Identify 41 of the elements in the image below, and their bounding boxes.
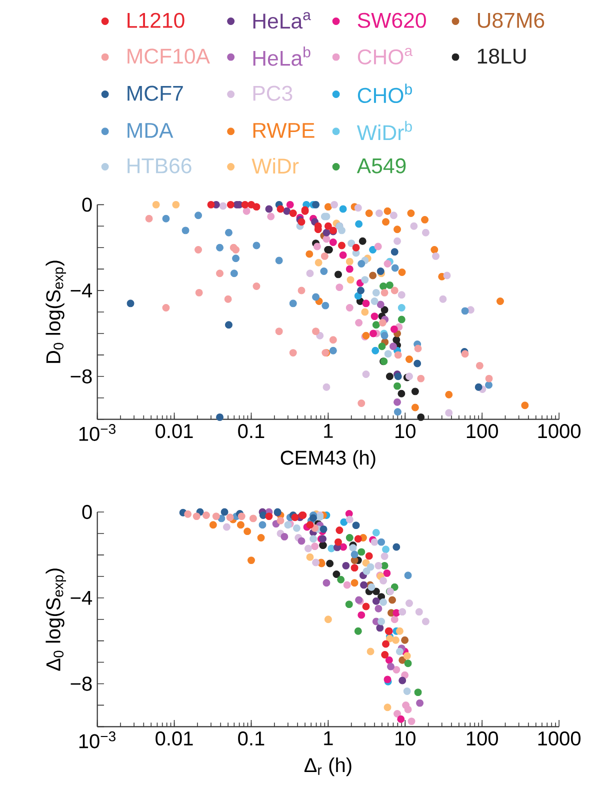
x-tick-label: 1 (324, 424, 333, 438)
legend-label: HeLa$^{b}$ (253, 46, 310, 66)
legend-label: CHO$^{a}$ (358, 48, 413, 64)
legend-label: WiDr (252, 158, 299, 174)
x-tick-label: 1 (324, 731, 333, 746)
legend-label: WiDr$^{b}$ (356, 120, 412, 140)
y-axis-title: D$_{0}$ log(S$_{exp}$) (46, 260, 66, 363)
x-tick-label: 10$^{−3}$ (79, 424, 116, 441)
legend-label: A549 (356, 158, 406, 174)
legend-label: 18LU (478, 48, 526, 64)
y-tick-label: −4 (70, 590, 92, 605)
y-axis-title: Δ$_{0}$ log(S$_{exp}$) (46, 568, 66, 671)
legend-label: HTB66 (128, 158, 192, 174)
x-tick-label: 10 (396, 731, 416, 746)
y-tick-label: −8 (70, 369, 92, 384)
x-tick-label: 0.01 (156, 424, 193, 438)
x-tick-label: 10 (396, 424, 416, 438)
legend-label: RWPE (253, 123, 314, 138)
x-tick-label: 1000 (538, 424, 581, 438)
x-axis-title: CEM43 (h) (280, 450, 376, 469)
x-tick-label: 10$^{−3}$ (79, 731, 116, 748)
x-tick-label: 0.1 (238, 424, 264, 438)
legend-label: MDA (128, 123, 174, 138)
y-tick-label: −8 (70, 676, 92, 691)
legend-label: U87M6 (478, 12, 544, 28)
legend-label: SW620 (358, 12, 426, 28)
x-tick-label: 1000 (538, 731, 581, 746)
legend-label: HeLa$^{a}$ (253, 12, 311, 29)
legend-label: PC3 (253, 86, 292, 101)
y-tick-label: 0 (82, 198, 92, 212)
x-tick-label: 100 (466, 731, 498, 746)
x-axis-title: Δ$_{r}$ (h) (304, 757, 352, 776)
y-tick-label: −4 (70, 284, 92, 298)
x-tick-label: 100 (466, 424, 498, 438)
x-tick-label: 0.01 (156, 731, 193, 746)
legend-label: L1210 (128, 12, 184, 28)
legend-label: MCF7 (128, 86, 183, 101)
legend-label: MCF10A (128, 48, 210, 64)
y-tick-label: 0 (82, 504, 92, 520)
legend-label: CHO$^{b}$ (358, 84, 412, 104)
x-tick-label: 0.1 (238, 731, 264, 746)
